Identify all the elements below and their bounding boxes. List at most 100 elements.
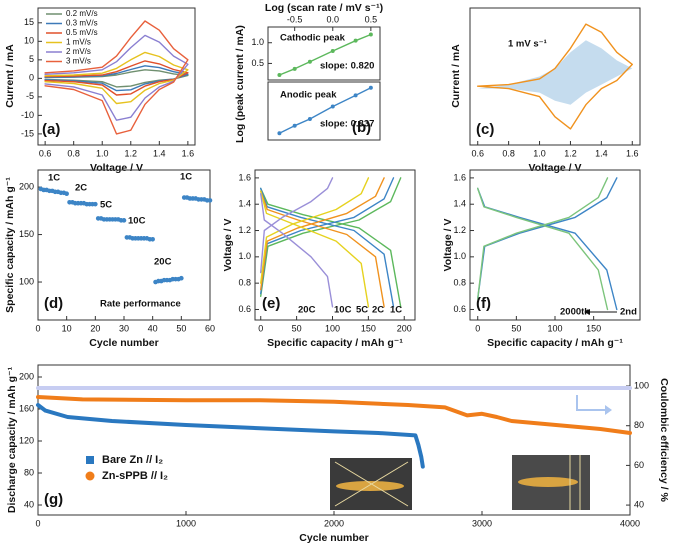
legend-label: Bare Zn // I₂: [102, 454, 163, 466]
y-axis-label: Current / mA: [450, 44, 462, 108]
plot-frame: [267, 81, 381, 141]
x-tick-label: -0.5: [287, 14, 303, 24]
x-tick-label: 1.6: [182, 148, 195, 158]
line: [44, 65, 189, 92]
inset-photo: [512, 455, 590, 510]
annotation: 5C: [356, 305, 368, 316]
x-tick-label: 0.8: [502, 148, 515, 158]
line: [36, 403, 425, 469]
panel-label: (d): [44, 295, 63, 312]
annotation: 10C: [128, 216, 146, 227]
chart-title: Log (scan rate / mV s⁻¹): [265, 2, 383, 14]
y-tick-label: 100: [19, 276, 34, 286]
annotation: slope: 0.837: [320, 119, 374, 130]
y-tick-label: 200: [19, 181, 34, 191]
legend-label: 2 mV/s: [66, 47, 91, 56]
area: [477, 40, 633, 105]
y-tick-label: 40: [24, 499, 34, 509]
line: [278, 33, 372, 76]
x-tick-label: 0: [475, 323, 480, 333]
x-tick-label: 0: [35, 518, 40, 528]
x-axis-label: Voltage / V: [90, 162, 143, 174]
annotation: 2C: [75, 183, 87, 194]
data-point: [150, 237, 155, 242]
y-axis-label: Discharge capacity / mAh g⁻¹: [6, 366, 18, 513]
x-tick-label: 0.8: [67, 148, 80, 158]
y-tick-label: 0.6: [453, 304, 466, 314]
line: [44, 69, 189, 88]
panel-label: (a): [42, 121, 60, 138]
line: [44, 60, 189, 96]
line: [44, 34, 189, 121]
x-axis-label: Cycle number: [299, 532, 368, 544]
x-tick-label: 4000: [620, 518, 640, 528]
y2-axis-label: Coulombic efficiency / %: [658, 378, 670, 502]
line: [260, 177, 334, 274]
y-tick-label: -5: [26, 91, 34, 101]
y-axis-label: Voltage / V: [442, 219, 454, 272]
line: [260, 190, 370, 308]
marker: [330, 49, 335, 54]
annotation: 20C: [298, 305, 316, 316]
y-tick-label: 200: [19, 371, 34, 381]
marker: [292, 66, 297, 71]
annotation: 1C: [180, 172, 192, 183]
x-axis-label: Cycle number: [89, 337, 158, 349]
line: [260, 177, 370, 284]
y-tick-label: 1.6: [238, 172, 251, 182]
marker: [307, 117, 312, 122]
plot-frame: [254, 169, 416, 321]
x-tick-label: 100: [325, 323, 340, 333]
legend-label: Zn-sPPB // I₂: [102, 470, 168, 482]
y-tick-label: 80: [24, 467, 34, 477]
data-point: [93, 201, 98, 207]
x-tick-label: 0.6: [39, 148, 52, 158]
y-tick-label: 0.5: [251, 58, 264, 68]
x-tick-label: 0.5: [365, 14, 378, 24]
plot-frame: [469, 7, 641, 146]
panel-label: (f): [476, 295, 491, 312]
x-tick-label: 2000: [324, 518, 344, 528]
annotation: Cathodic peak: [280, 33, 346, 44]
x-tick-label: 1.6: [626, 148, 639, 158]
annotation: Rate performance: [100, 299, 181, 310]
x-tick-label: 50: [292, 323, 302, 333]
marker: [307, 59, 312, 64]
legend-label: 0.5 mV/s: [66, 28, 98, 37]
x-tick-label: 0.6: [471, 148, 484, 158]
line: [477, 177, 618, 300]
y-tick-label: 0.8: [453, 278, 466, 288]
x-tick-label: 50: [511, 323, 521, 333]
marker: [277, 73, 282, 78]
line: [477, 187, 618, 311]
marker: [330, 104, 335, 109]
annotation: 2C: [372, 305, 384, 316]
x-tick-label: 10: [62, 323, 72, 333]
annotation: 1C: [48, 173, 60, 184]
y-tick-label: 1.6: [453, 172, 466, 182]
y2-tick-label: 100: [634, 380, 649, 390]
y-tick-label: 0: [29, 73, 34, 83]
cycle-arrow: [584, 309, 617, 315]
x-tick-label: 200: [397, 323, 412, 333]
y-tick-label: 1.4: [238, 199, 251, 209]
x-tick-label: 1.2: [564, 148, 577, 158]
ce-arrow: [576, 395, 612, 415]
annotation: slope: 0.820: [320, 61, 374, 72]
panel-label: (e): [262, 295, 280, 312]
x-tick-label: 1.2: [125, 148, 138, 158]
x-axis-label: Voltage / V: [529, 162, 582, 174]
marker: [368, 85, 373, 90]
legend-label: 0.2 mV/s: [66, 9, 98, 18]
annotation: 1C: [390, 305, 402, 316]
data-point: [179, 275, 184, 281]
x-axis-label: Specific capacity / mAh g⁻¹: [267, 337, 403, 349]
marker: [277, 131, 282, 136]
line: [44, 20, 189, 135]
line: [260, 177, 385, 291]
x-tick-label: 1000: [176, 518, 196, 528]
y-tick-label: -15: [21, 128, 34, 138]
y-tick-label: -10: [21, 110, 34, 120]
y2-tick-label: 60: [634, 460, 644, 470]
panel-label: (b): [352, 119, 371, 136]
